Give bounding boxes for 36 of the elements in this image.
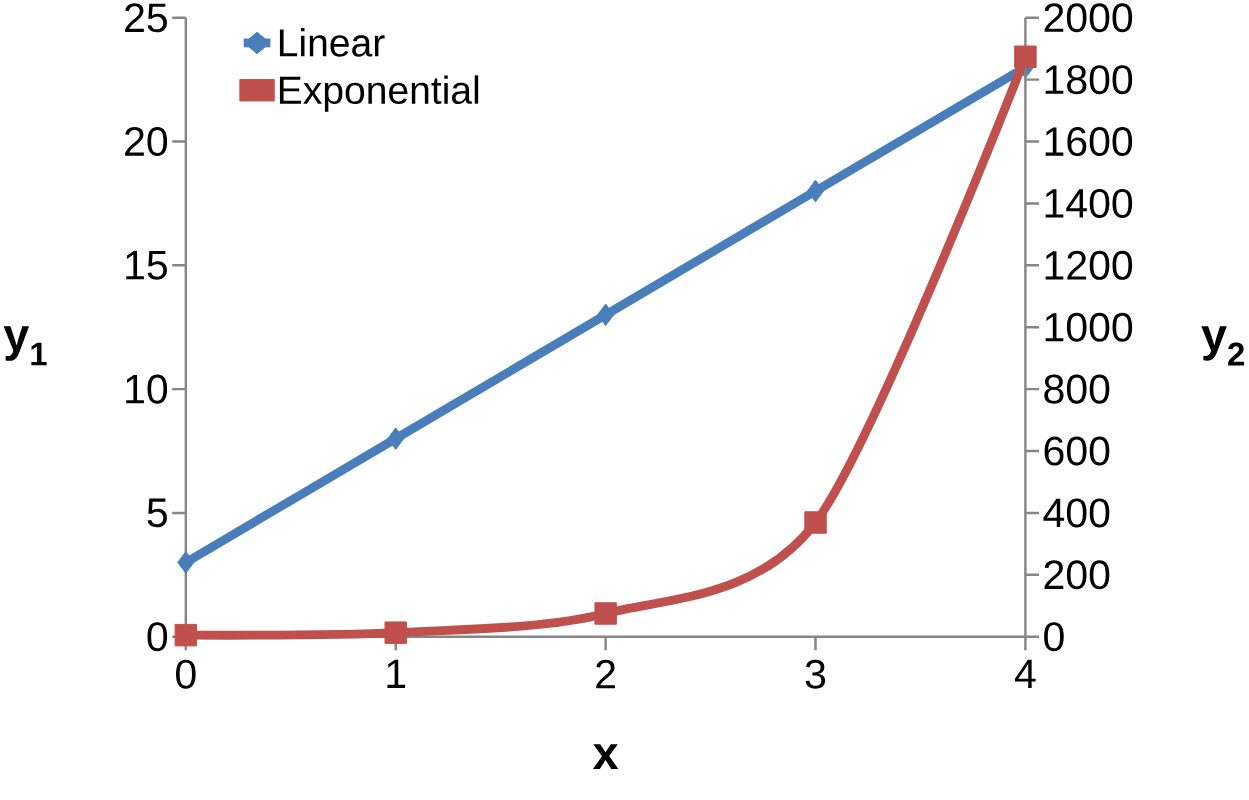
x-tick-label: 4 [1014, 659, 1036, 689]
y2-tick-label: 800 [1044, 374, 1110, 404]
y2-tick-label: 1600 [1045, 127, 1133, 157]
point [1014, 45, 1037, 69]
y2-tick-label: 1400 [1045, 189, 1133, 219]
point [384, 621, 407, 645]
x-tick-label: 2 [596, 659, 615, 689]
y2-tick-label: 1000 [1045, 312, 1133, 342]
y-tick-label: 10 [126, 374, 168, 404]
point [387, 427, 405, 450]
x-axis-title: x [592, 744, 619, 770]
y2-tick-label: 1200 [1045, 250, 1133, 280]
y2-tick-label: 0 [1044, 622, 1064, 652]
legend-label: Linear [279, 28, 385, 57]
point [594, 602, 617, 625]
legend-label: Exponential [279, 75, 479, 112]
y-tick-label: 0 [147, 622, 168, 652]
y-tick-label: 15 [126, 251, 167, 280]
x-tick-label: 1 [387, 659, 406, 689]
y-tick-label: 25 [125, 3, 167, 33]
y2-tick-label: 1800 [1045, 65, 1133, 95]
point [174, 624, 198, 647]
point [804, 511, 827, 534]
y2-axis-title: y$_{2}$ [1201, 326, 1244, 366]
y2-tick-label: 400 [1043, 498, 1110, 528]
y-tick-label: 5 [147, 498, 167, 528]
y-axis-title: y$_{1}$ [3, 326, 47, 366]
y2-tick-label: 200 [1044, 560, 1110, 590]
point [177, 551, 195, 574]
x-tick-label: 3 [805, 659, 826, 689]
point [597, 303, 615, 327]
y-tick-label: 20 [125, 127, 168, 157]
y2-tick-label: 2000 [1044, 3, 1133, 33]
x-tick-label: 0 [176, 659, 196, 689]
point [806, 179, 825, 203]
y2-tick-label: 600 [1044, 436, 1110, 466]
